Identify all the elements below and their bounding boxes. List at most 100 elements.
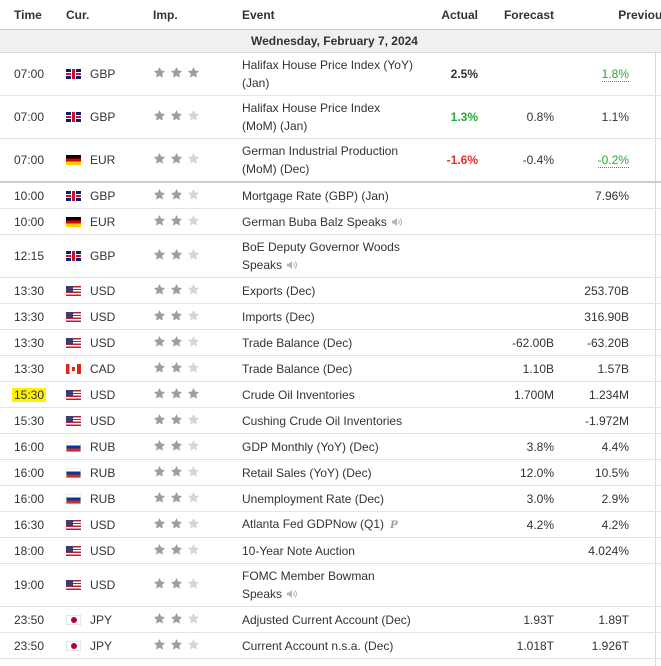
currency-code: USD xyxy=(90,517,116,532)
event-link[interactable]: Retail Sales (YoY) (Dec) xyxy=(242,465,372,480)
star-icon xyxy=(153,283,166,296)
importance-cell xyxy=(153,138,242,183)
currency-cell: GBP xyxy=(66,234,153,278)
header-currency[interactable]: Cur. xyxy=(66,0,153,30)
importance-cell xyxy=(153,407,242,434)
previous-value: 253.70B xyxy=(584,283,629,298)
time-cell: 12:15 xyxy=(0,234,66,278)
header-forecast[interactable]: Forecast xyxy=(478,0,554,30)
event-link[interactable]: FOMC Member Bowman Speaks xyxy=(242,569,375,601)
event-link[interactable]: BoE Deputy Governor Woods Speaks xyxy=(242,240,400,272)
forecast-value: 1.700M xyxy=(513,387,554,402)
event-link[interactable]: Current Account n.s.a. (Dec) xyxy=(242,638,394,653)
event-link[interactable]: Trade Balance (Dec) xyxy=(242,361,353,376)
event-link[interactable]: German Buba Balz Speaks xyxy=(242,214,387,229)
previous-cell: 1.234M xyxy=(554,381,661,408)
header-event[interactable]: Event xyxy=(242,0,420,30)
time-cell: 13:30 xyxy=(0,303,66,330)
star-icon xyxy=(170,248,183,261)
event-link[interactable]: Exports (Dec) xyxy=(242,283,316,298)
event-time: 23:50 xyxy=(14,612,45,627)
star-icon xyxy=(170,638,183,651)
header-previous[interactable]: Previous xyxy=(554,0,661,30)
header-actual[interactable]: Actual xyxy=(420,0,478,30)
previous-value: 1.89T xyxy=(598,612,629,627)
event-name-wrap: German Industrial Production (MoM) (Dec) xyxy=(242,142,420,178)
star-icon xyxy=(187,66,200,79)
event-name-wrap: Crude Oil Inventories xyxy=(242,386,420,404)
header-importance[interactable]: Imp. xyxy=(153,0,242,30)
flag-jp-icon xyxy=(66,640,81,651)
currency: USD xyxy=(66,414,153,428)
previous-cell: 2.9% xyxy=(554,485,661,512)
forecast-cell xyxy=(478,563,554,607)
event-link[interactable]: Crude Oil Inventories xyxy=(242,387,355,402)
previous-value: 316.90B xyxy=(584,309,629,324)
star-icon xyxy=(187,517,200,530)
actual-cell xyxy=(420,511,478,538)
forecast-value: -62.00B xyxy=(511,335,554,350)
event-time: 07:00 xyxy=(14,110,45,124)
currency-code: USD xyxy=(90,309,116,324)
star-icon xyxy=(170,612,183,625)
star-icon xyxy=(187,491,200,504)
event-time: 13:30 xyxy=(14,283,45,298)
star-icon xyxy=(170,413,183,426)
star-icon xyxy=(153,638,166,651)
currency: USD xyxy=(66,544,153,558)
event-link[interactable]: 10-Year Note Auction xyxy=(242,543,355,558)
star-icon xyxy=(153,214,166,227)
currency: RUB xyxy=(66,492,153,506)
currency: GBP xyxy=(66,249,153,263)
star-icon xyxy=(187,214,200,227)
currency-cell: USD xyxy=(66,407,153,434)
importance-stars xyxy=(153,152,200,165)
previous-cell: 253.70B xyxy=(554,277,661,304)
event-link[interactable]: Trade Balance (Dec) xyxy=(242,335,353,350)
previous-cell: 1.1% xyxy=(554,95,661,139)
star-icon xyxy=(187,387,200,400)
table-row: 19:00 USD FOMC Member Bowman Speaks xyxy=(0,563,661,607)
event-link[interactable]: Atlanta Fed GDPNow (Q1) xyxy=(242,516,385,531)
forecast-cell xyxy=(478,303,554,330)
forecast-value: 3.0% xyxy=(526,491,554,506)
event-link[interactable]: Mortgage Rate (GBP) (Jan) xyxy=(242,188,389,203)
star-icon xyxy=(153,361,166,374)
event-link[interactable]: Halifax House Price Index (YoY) (Jan) xyxy=(242,58,413,90)
time-cell: 16:00 xyxy=(0,459,66,486)
star-icon xyxy=(170,491,183,504)
actual-cell xyxy=(420,606,478,633)
actual-cell xyxy=(420,459,478,486)
event-name-wrap: GDP Monthly (YoY) (Dec) xyxy=(242,438,420,456)
event-name-wrap: BoE Deputy Governor Woods Speaks xyxy=(242,238,420,274)
currency-code: USD xyxy=(90,335,116,350)
forecast-cell xyxy=(478,234,554,278)
flag-de-icon xyxy=(66,155,81,165)
importance-cell xyxy=(153,52,242,96)
table-row: 10:00 EUR German Buba Balz Speaks xyxy=(0,208,661,235)
event-link[interactable]: Cushing Crude Oil Inventories xyxy=(242,413,403,428)
importance-stars xyxy=(153,638,200,651)
star-icon xyxy=(170,543,183,556)
event-link[interactable]: Imports (Dec) xyxy=(242,309,315,324)
importance-cell xyxy=(153,537,242,564)
event-time: 16:00 xyxy=(14,439,45,454)
event-link[interactable]: Halifax House Price Index (MoM) (Jan) xyxy=(242,101,381,133)
event-name-wrap: German Buba Balz Speaks xyxy=(242,213,420,231)
event-link[interactable]: Unemployment Rate (Dec) xyxy=(242,491,385,506)
event-link[interactable]: GDP Monthly (YoY) (Dec) xyxy=(242,439,379,454)
star-icon xyxy=(187,638,200,651)
time-cell: 13:30 xyxy=(0,329,66,356)
currency-code: EUR xyxy=(90,214,116,229)
currency-code: USD xyxy=(90,387,116,402)
previous-value: 1.57B xyxy=(597,361,629,376)
importance-stars xyxy=(153,109,200,122)
event-link[interactable]: Adjusted Current Account (Dec) xyxy=(242,612,411,627)
forecast-cell: 1.018T xyxy=(478,632,554,659)
table-row: 16:00 RUB Unemployment Rate (Dec) 3.0% 2.9% xyxy=(0,485,661,512)
speaker-icon xyxy=(286,257,298,269)
header-time[interactable]: Time xyxy=(0,0,66,30)
star-icon xyxy=(170,66,183,79)
event-link[interactable]: German Industrial Production (MoM) (Dec) xyxy=(242,144,399,176)
